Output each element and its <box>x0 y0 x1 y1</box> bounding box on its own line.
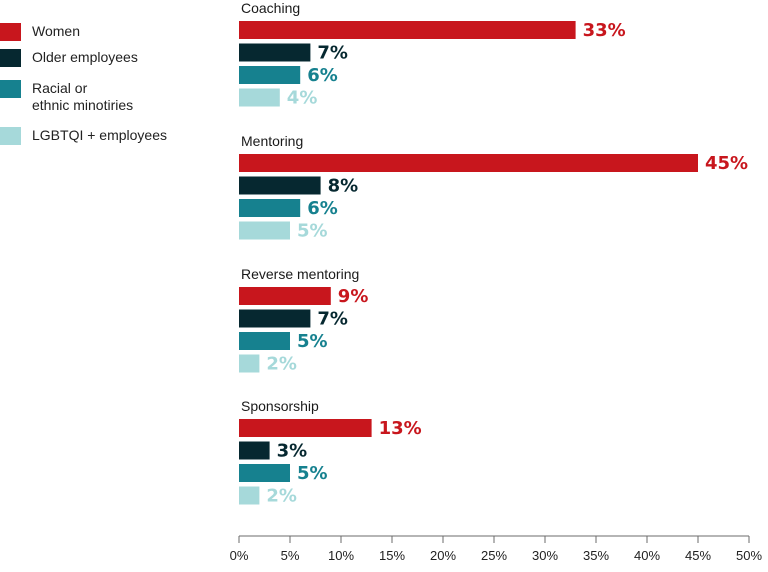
x-axis: 0% 5% 10% 15% 20% 25% 30% 35% 40% 45% 50% <box>230 535 762 563</box>
legend-swatch <box>0 127 21 145</box>
x-tick-label: 45% <box>685 548 711 563</box>
bar <box>239 154 698 172</box>
bar <box>239 464 290 482</box>
value-label: 4% <box>287 88 318 109</box>
value-label: 5% <box>297 221 328 242</box>
value-label: 8% <box>328 176 359 197</box>
bar-group: Mentoring 45% 8%6%5% <box>239 133 748 242</box>
value-label: 45% <box>705 153 748 174</box>
legend-label: Older employees <box>32 49 138 65</box>
x-tick-label: 25% <box>481 548 507 563</box>
x-tick-label: 10% <box>328 548 354 563</box>
value-label: 5% <box>297 463 328 484</box>
legend-swatch <box>0 80 21 98</box>
bar <box>239 221 290 240</box>
bar <box>239 88 280 107</box>
bar <box>239 287 331 305</box>
value-label: 3% <box>277 441 308 462</box>
value-label: 5% <box>297 331 328 352</box>
value-label: 2% <box>266 354 297 375</box>
group-label: Sponsorship <box>241 398 319 414</box>
x-tick-label: 30% <box>532 548 558 563</box>
bar-group: Sponsorship 13% 3%5%2% <box>239 398 422 507</box>
value-label: 6% <box>307 198 338 219</box>
bar <box>239 66 301 84</box>
x-tick-label: 15% <box>379 548 405 563</box>
x-tick-label: 40% <box>634 548 660 563</box>
x-tick-label: 50% <box>736 548 762 563</box>
bar <box>239 486 260 505</box>
value-label: 7% <box>317 43 348 64</box>
legend-swatch <box>0 23 21 41</box>
bar <box>239 419 372 437</box>
value-label: 13% <box>379 418 422 439</box>
legend-label: LGBTQI + employees <box>32 127 167 143</box>
group-label: Reverse mentoring <box>241 266 359 282</box>
legend-label: Women <box>32 23 80 39</box>
group-label: Mentoring <box>241 133 303 149</box>
bar-group: Reverse mentoring 9%7%5%2% <box>239 266 368 375</box>
legend-label: Racial or <box>32 80 88 96</box>
bar <box>239 43 311 62</box>
group-label: Coaching <box>241 0 300 16</box>
bar <box>239 332 290 350</box>
legend-label: ethnic minotiries <box>32 97 133 113</box>
bar <box>239 441 270 460</box>
value-label: 7% <box>317 309 348 330</box>
bar <box>239 176 321 195</box>
value-label: 2% <box>266 486 297 507</box>
legend-swatch <box>0 49 21 67</box>
value-label: 33% <box>583 20 626 41</box>
bar <box>239 199 301 217</box>
x-tick-label: 20% <box>430 548 456 563</box>
bar <box>239 354 260 373</box>
x-tick-label: 5% <box>281 548 300 563</box>
value-label: 9% <box>338 286 369 307</box>
bar <box>239 21 576 39</box>
x-tick-label: 0% <box>230 548 249 563</box>
bar-group: Coaching 33% 7%6%4% <box>239 0 626 109</box>
bar-groups: Coaching33%7%6%4%Mentoring45%8%6%5%Rever… <box>239 0 748 507</box>
bar <box>239 309 311 328</box>
value-label: 6% <box>307 65 338 86</box>
x-tick-label: 35% <box>583 548 609 563</box>
